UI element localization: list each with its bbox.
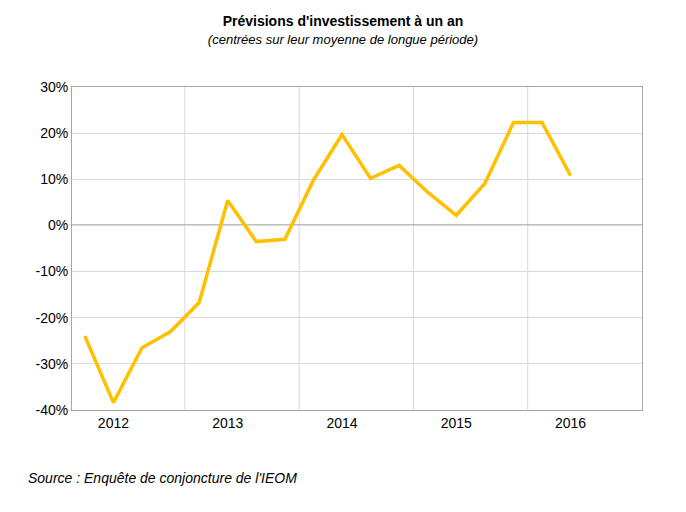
- svg-text:-40%: -40%: [36, 402, 69, 418]
- svg-text:2016: 2016: [555, 415, 586, 431]
- svg-text:2013: 2013: [212, 415, 243, 431]
- svg-text:20%: 20%: [40, 125, 68, 141]
- svg-text:Prévisions d'investissement à: Prévisions d'investissement à un an(cent…: [208, 13, 478, 47]
- svg-text:0%: 0%: [48, 217, 68, 233]
- svg-text:-20%: -20%: [36, 310, 69, 326]
- svg-text:2012: 2012: [98, 415, 129, 431]
- svg-text:2014: 2014: [326, 415, 357, 431]
- svg-text:10%: 10%: [40, 171, 68, 187]
- svg-text:30%: 30%: [40, 79, 68, 95]
- svg-text:2015: 2015: [441, 415, 472, 431]
- svg-text:-30%: -30%: [36, 356, 69, 372]
- svg-text:-10%: -10%: [36, 263, 69, 279]
- svg-text:Source : Enquête de conjonctur: Source : Enquête de conjoncture de l'IEO…: [28, 470, 297, 486]
